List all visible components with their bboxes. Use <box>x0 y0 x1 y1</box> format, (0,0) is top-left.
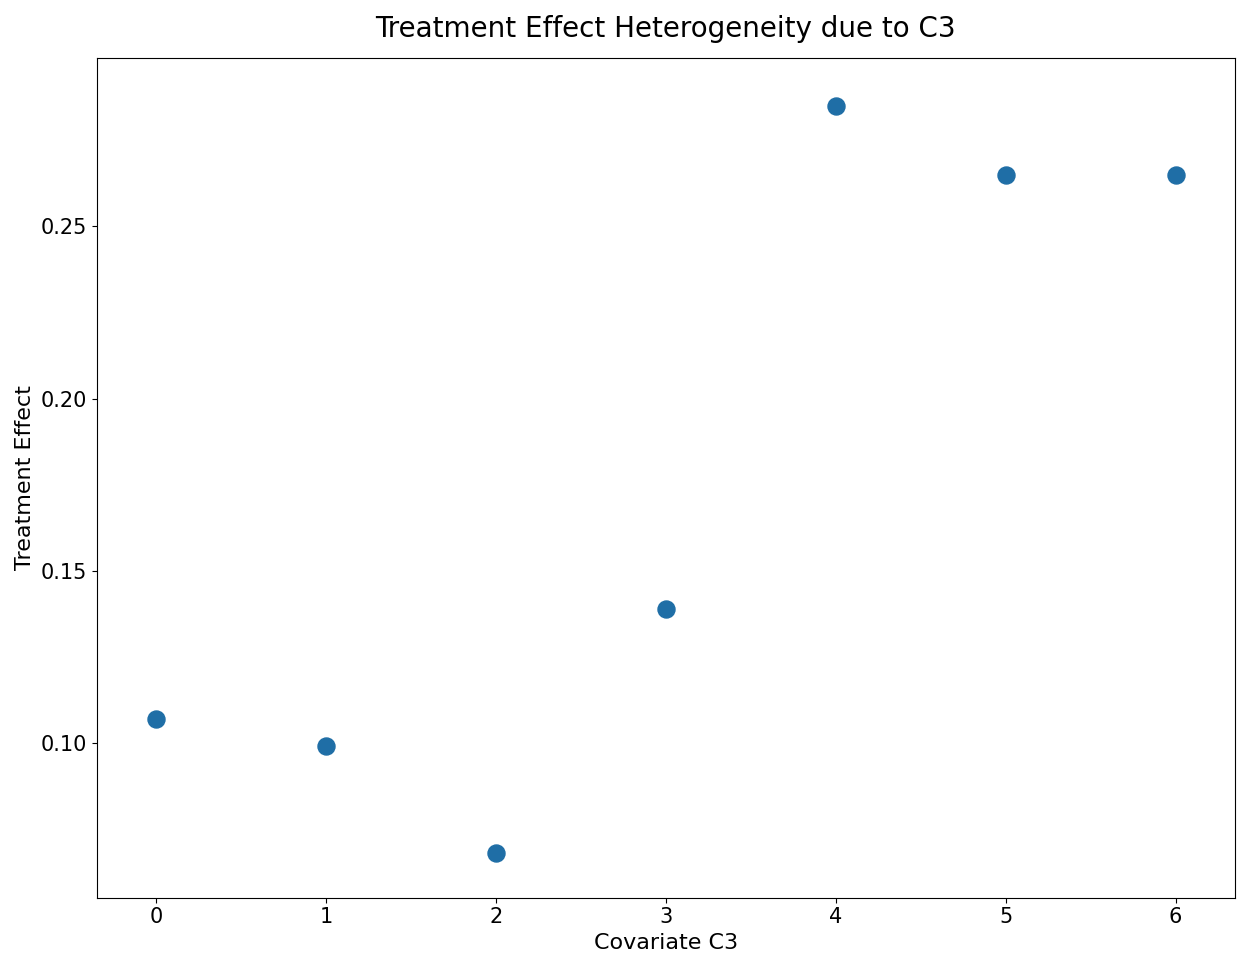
Point <box>1165 167 1185 183</box>
Title: Treatment Effect Heterogeneity due to C3: Treatment Effect Heterogeneity due to C3 <box>375 15 956 43</box>
Y-axis label: Treatment Effect: Treatment Effect <box>15 385 35 570</box>
Point <box>316 739 336 754</box>
X-axis label: Covariate C3: Covariate C3 <box>594 933 738 953</box>
Point <box>486 845 506 861</box>
Point <box>996 167 1016 183</box>
Point <box>826 99 846 114</box>
Point <box>146 711 166 726</box>
Point <box>656 601 676 617</box>
